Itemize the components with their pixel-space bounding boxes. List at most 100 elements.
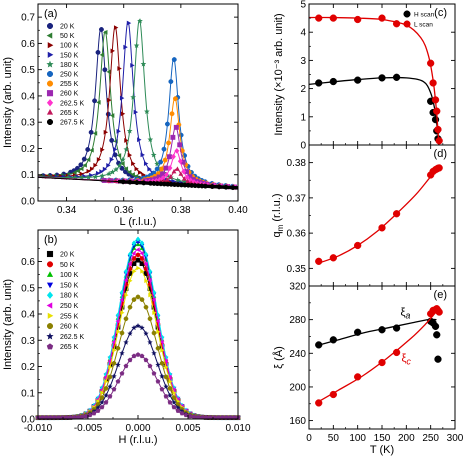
panel-a-legend-marker <box>46 109 54 115</box>
panel-a-point <box>171 57 177 63</box>
panel-a-legend-marker <box>46 32 53 39</box>
panel-e-series-label-main: ξ <box>400 306 405 318</box>
panel-e-point <box>433 331 441 339</box>
panel-a-xtick-label: 0.34 <box>57 205 77 216</box>
panel-c-point <box>435 137 443 145</box>
panel-a-ytick-label: 0.0 <box>21 197 35 208</box>
panel-c-point <box>354 15 362 24</box>
panel-b-point <box>99 404 105 410</box>
panel-c-ytick-label: 1 <box>300 112 306 123</box>
panel-b-point <box>123 316 129 322</box>
panel-b-point <box>119 297 124 303</box>
panel-b-point <box>119 330 125 336</box>
panel-d-point <box>378 224 386 232</box>
panel-a-point <box>131 161 136 167</box>
panel-a-point <box>127 152 133 158</box>
panel-b-legend-label: 100 K <box>60 272 79 279</box>
panel-c-point <box>329 77 337 86</box>
panel-a-label: (a) <box>44 8 57 20</box>
panel-a-point <box>109 169 116 175</box>
panel-b-xtick-label: 0.010 <box>225 423 250 434</box>
panel-b-ytick-label: 0.5 <box>21 283 35 294</box>
panel-a-point <box>159 166 165 172</box>
panel-b-point <box>99 399 105 405</box>
panel-a-point <box>106 69 111 75</box>
panel-b-point <box>151 297 156 303</box>
panel-b-point <box>135 236 141 242</box>
panel-a-point <box>181 176 187 181</box>
panel-a-point <box>93 162 98 168</box>
panel-a-ytick-label: 0.1 <box>21 170 35 181</box>
panel-d-point <box>392 210 401 218</box>
panel-a-point <box>133 42 140 48</box>
panel-b-point <box>167 392 173 398</box>
panel-b-point <box>168 379 173 384</box>
panel-b-point <box>172 390 177 396</box>
panel-e-ytick-label: 160 <box>289 416 306 427</box>
panel-b-legend-marker <box>46 343 54 350</box>
panel-a-point <box>107 97 112 103</box>
panel-a-point <box>164 177 170 182</box>
panel-b-point <box>131 297 137 302</box>
panel-b-point <box>171 399 177 405</box>
panel-e-xtick-label: 300 <box>447 433 463 444</box>
panel-b-point <box>143 261 148 267</box>
panel-b-point <box>103 399 109 405</box>
panel-a-legend-marker <box>46 99 54 107</box>
panel-b-point <box>79 414 85 419</box>
panel-b-legend-label: 265 K <box>60 344 79 351</box>
panel-b-point <box>71 414 77 420</box>
panel-d-ylabel-rest: (r.l.u.) <box>271 194 283 225</box>
panel-a-point <box>103 129 109 135</box>
panel-b-point <box>124 292 129 298</box>
panel-c-ytick-label: 5 <box>300 0 306 11</box>
panel-b-point <box>143 357 149 363</box>
panel-b-point <box>175 408 181 413</box>
panel-a-point <box>109 113 115 118</box>
panel-a-xtick-label: 0.40 <box>228 205 248 216</box>
panel-a-point <box>147 136 154 142</box>
panel-c-point <box>433 107 441 115</box>
panel-a-point <box>96 157 102 162</box>
panel-a-ytick-label: 0.2 <box>21 144 35 155</box>
panel-a-legend-label: 150 K <box>60 52 79 59</box>
panel-d-ylabel-main: q <box>271 231 283 237</box>
panel-c-point <box>434 125 442 134</box>
panel-b-point <box>147 316 153 322</box>
panel-b-point <box>147 339 153 345</box>
panel-a-point <box>109 137 115 143</box>
panel-a-point <box>106 170 112 177</box>
panel-e-xtick-label: 0 <box>306 433 312 444</box>
panel-a-point <box>79 166 84 172</box>
panel-c-point <box>378 14 386 22</box>
panel-b-point <box>143 330 149 336</box>
panel-a-point <box>160 171 166 177</box>
panel-b-point <box>123 339 129 345</box>
panel-a-xtick-label: 0.36 <box>114 205 134 216</box>
panel-b-point <box>67 415 73 420</box>
panel-b-point <box>127 251 133 258</box>
panel-c-legend-marker <box>403 10 411 18</box>
panel-e-xtick-label: 150 <box>374 433 391 444</box>
panel-d-point <box>329 254 337 262</box>
panel-b-ytick-label: 0.4 <box>21 310 35 321</box>
panel-e-point <box>431 322 440 331</box>
panel-b-point <box>108 364 113 370</box>
panel-b-point <box>103 392 109 398</box>
panel-b-point <box>163 374 169 380</box>
panel-b-point <box>107 374 113 380</box>
panel-a-point <box>178 171 184 176</box>
panel-b-point <box>144 278 149 284</box>
panel-b-point <box>135 257 141 263</box>
panel-d-ylabel: qm (r.l.u.) <box>271 194 285 238</box>
panel-e-point <box>315 341 323 349</box>
panel-d-ytick-label: 0.35 <box>287 264 307 275</box>
panel-b-point <box>111 373 117 379</box>
panel-a-point <box>154 166 160 172</box>
panel-b-point <box>95 404 101 410</box>
panel-b-legend-marker <box>46 302 53 309</box>
panel-a-point <box>126 128 133 134</box>
panel-b-point <box>139 297 145 302</box>
panel-b-point <box>159 386 165 392</box>
panel-b-point <box>104 379 109 384</box>
